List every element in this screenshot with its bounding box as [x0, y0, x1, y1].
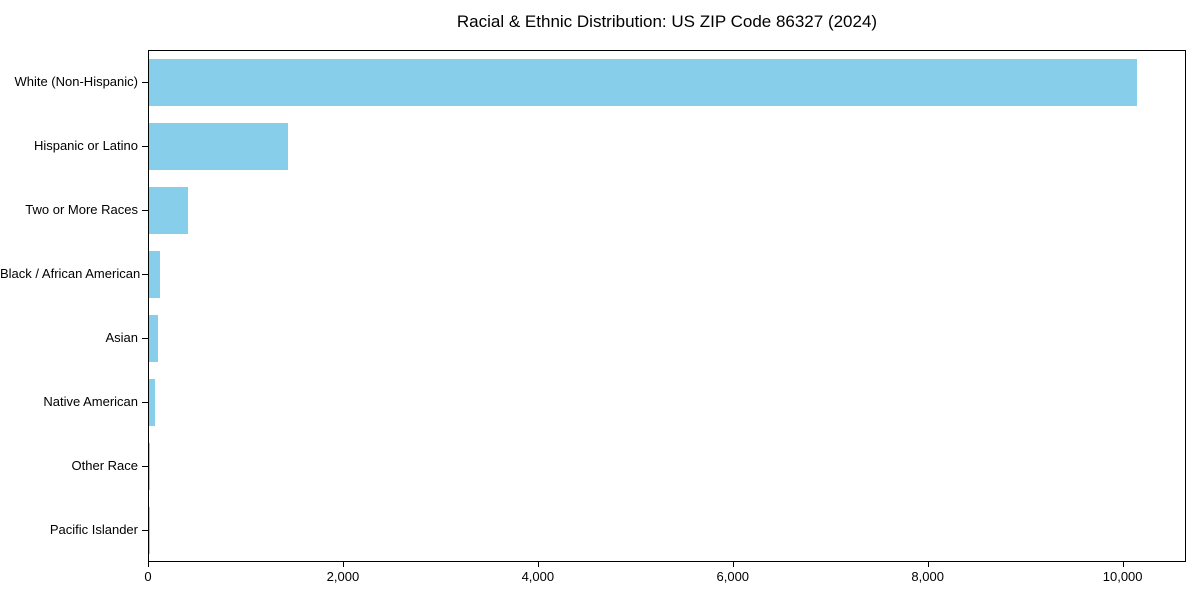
y-tick-mark: [142, 82, 148, 83]
x-tick-label: 8,000: [911, 569, 944, 584]
x-tick-mark: [148, 562, 149, 567]
bar-asian: [149, 314, 158, 362]
x-tick-mark: [537, 562, 539, 567]
x-tick-mark: [927, 562, 929, 567]
bar-two-or-more-races: [149, 186, 188, 234]
bar-pacific-islander: [149, 506, 150, 554]
x-tick-label: 0: [144, 569, 152, 584]
y-tick-mark: [142, 466, 148, 467]
bar-native-american: [149, 378, 155, 426]
x-tick-label: 2,000: [326, 569, 360, 584]
x-tick-label: 4,000: [521, 569, 555, 584]
y-tick-mark: [142, 338, 148, 339]
y-tick-mark: [142, 402, 148, 403]
x-tick-label: 10,000: [1102, 569, 1143, 584]
y-tick-mark: [142, 530, 148, 531]
y-axis-label: White (Non-Hispanic): [14, 74, 138, 89]
bar-other-race: [149, 442, 151, 490]
y-tick-mark: [142, 210, 148, 211]
x-tick-mark: [1122, 562, 1124, 567]
y-tick-mark: [142, 146, 148, 147]
y-axis-label: Black / African American: [0, 266, 141, 281]
x-tick-mark: [732, 562, 734, 567]
x-tick-mark: [342, 562, 344, 567]
y-axis-label: Hispanic or Latino: [33, 138, 138, 153]
y-axis-label: Pacific Islander: [49, 522, 138, 537]
x-tick-label: 6,000: [716, 569, 750, 584]
y-axis-label: Native American: [43, 394, 138, 409]
bar-hispanic-or-latino: [149, 122, 288, 170]
plot-area: [148, 50, 1186, 562]
bar-white-non-hispanic: [149, 58, 1138, 106]
chart-title: Racial & Ethnic Distribution: US ZIP Cod…: [456, 12, 878, 31]
y-tick-mark: [142, 274, 148, 275]
y-axis-label: Other Race: [71, 458, 138, 473]
bar-black-african-american: [149, 250, 161, 298]
y-axis-label: Asian: [105, 330, 138, 345]
y-axis-label: Two or More Races: [25, 202, 138, 217]
